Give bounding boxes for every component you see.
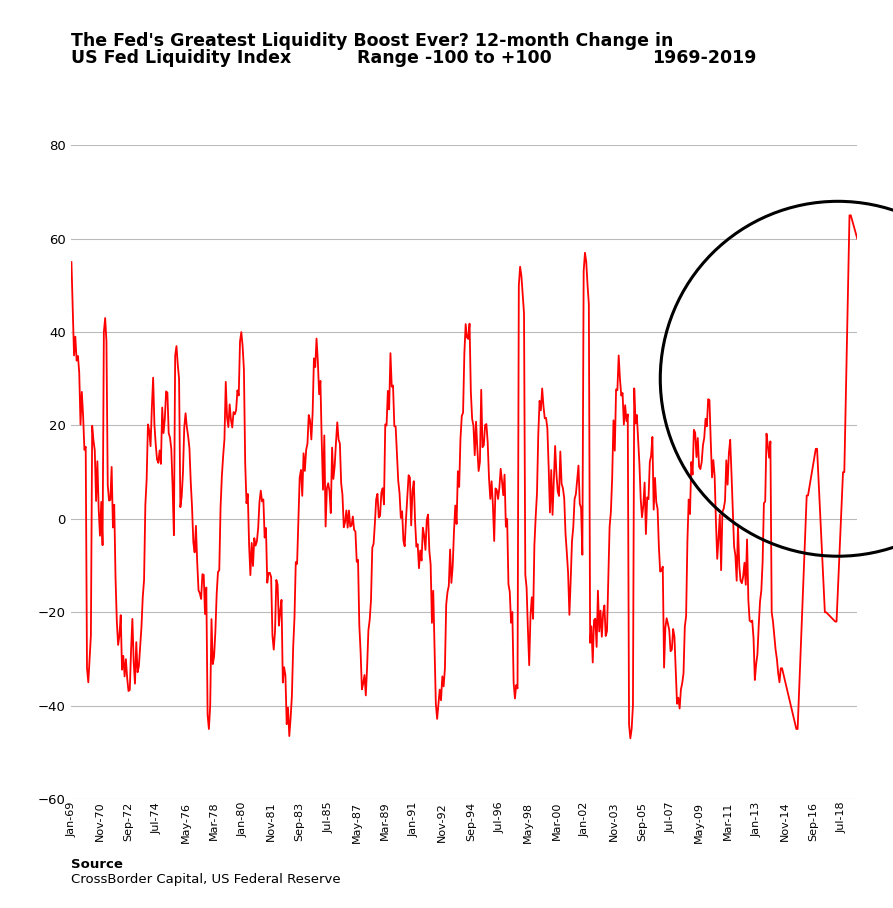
Text: CrossBorder Capital, US Federal Reserve: CrossBorder Capital, US Federal Reserve bbox=[71, 873, 341, 886]
Text: The Fed's Greatest Liquidity Boost Ever? 12-month Change in: The Fed's Greatest Liquidity Boost Ever?… bbox=[71, 32, 674, 50]
Text: Source: Source bbox=[71, 858, 123, 871]
Text: 1969-2019: 1969-2019 bbox=[652, 49, 756, 67]
Text: US Fed Liquidity Index: US Fed Liquidity Index bbox=[71, 49, 292, 67]
Text: Range -100 to +100: Range -100 to +100 bbox=[357, 49, 552, 67]
